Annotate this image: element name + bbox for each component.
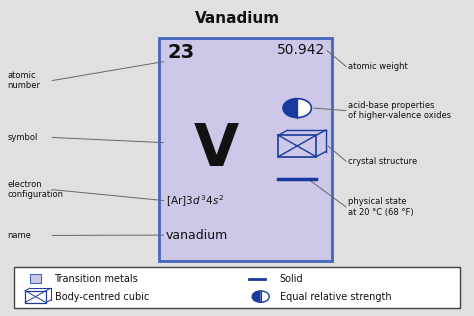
Text: atomic
number: atomic number bbox=[7, 71, 40, 90]
Text: $\mathrm{[Ar]3}d^{\,3}\mathrm{4}s^2$: $\mathrm{[Ar]3}d^{\,3}\mathrm{4}s^2$ bbox=[166, 194, 224, 210]
Text: acid-base properties
of higher-valence oxides: acid-base properties of higher-valence o… bbox=[348, 101, 452, 120]
Circle shape bbox=[252, 291, 269, 302]
Bar bbox=[14, 267, 460, 308]
Text: Transition metals: Transition metals bbox=[55, 274, 138, 283]
Text: symbol: symbol bbox=[7, 133, 37, 142]
Wedge shape bbox=[252, 291, 261, 302]
Circle shape bbox=[283, 99, 311, 118]
Text: Body-centred cubic: Body-centred cubic bbox=[55, 292, 149, 301]
Bar bbox=[25, 291, 46, 302]
Text: atomic weight: atomic weight bbox=[348, 62, 408, 71]
Text: V: V bbox=[193, 121, 238, 178]
Bar bbox=[159, 38, 332, 261]
Text: crystal structure: crystal structure bbox=[348, 157, 418, 166]
Text: Equal relative strength: Equal relative strength bbox=[280, 292, 391, 301]
Text: 50.942: 50.942 bbox=[276, 43, 325, 57]
Bar bbox=[278, 135, 316, 157]
Wedge shape bbox=[283, 99, 297, 118]
Text: physical state
at 20 °C (68 °F): physical state at 20 °C (68 °F) bbox=[348, 197, 414, 217]
Text: vanadium: vanadium bbox=[166, 228, 228, 241]
Text: Solid: Solid bbox=[280, 274, 303, 283]
Text: Vanadium: Vanadium bbox=[194, 11, 280, 26]
Text: 23: 23 bbox=[167, 43, 194, 62]
Text: electron
configuration: electron configuration bbox=[7, 180, 63, 199]
Bar bbox=[30, 274, 41, 283]
Text: name: name bbox=[7, 231, 31, 240]
